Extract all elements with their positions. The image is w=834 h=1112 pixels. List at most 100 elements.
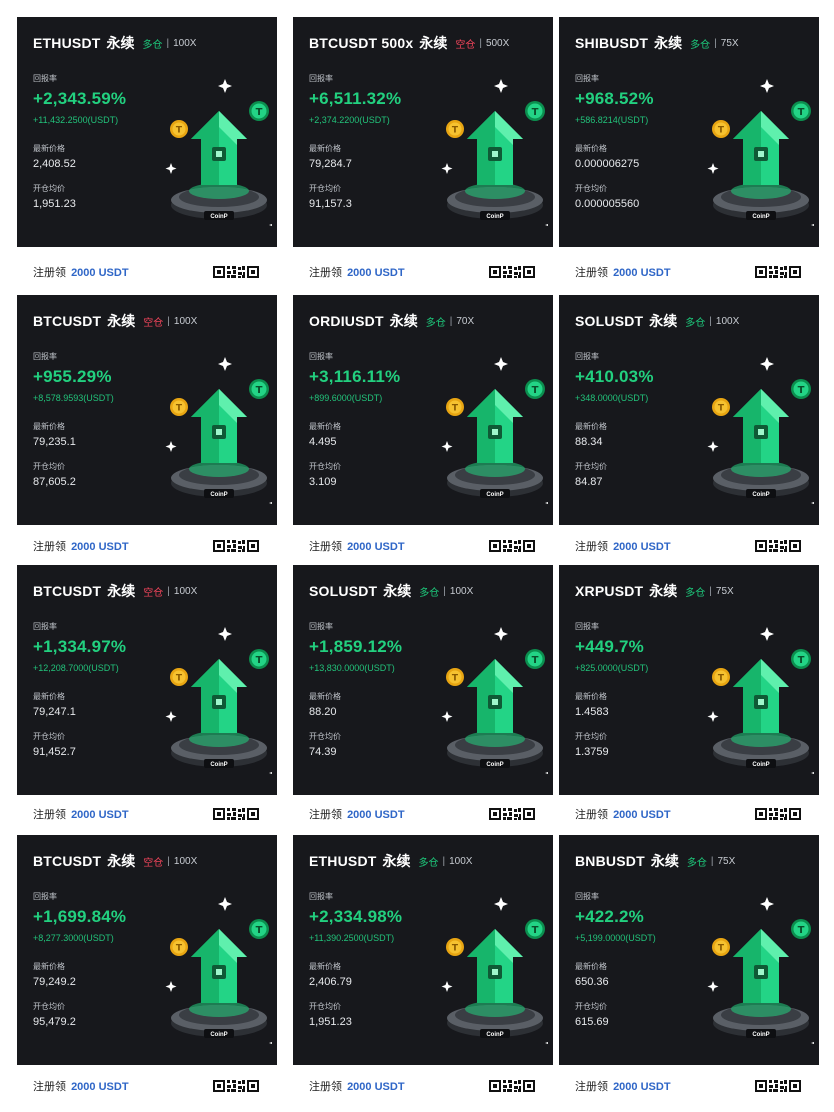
card-title-row: ETHUSDT 永续 多仓 | 100X <box>33 33 196 53</box>
qr-code-icon[interactable] <box>755 540 801 552</box>
position-share-card[interactable]: SOLUSDT 永续 多仓 | 100X 回报率 +410.03% +348.0… <box>559 295 819 553</box>
divider: | <box>709 585 712 597</box>
svg-text:T: T <box>532 655 539 666</box>
signup-promo[interactable]: 注册领 2000 USDT <box>309 806 405 822</box>
position-share-card[interactable]: XRPUSDT 永续 多仓 | 75X 回报率 +449.7% +825.000… <box>559 565 819 821</box>
promo-amount: 2000 USDT <box>613 267 671 279</box>
card-footer: 注册领 2000 USDT <box>17 1072 277 1100</box>
signup-promo[interactable]: 注册领 2000 USDT <box>33 1078 129 1094</box>
arrow-house <box>467 111 523 185</box>
position-side: 多仓 <box>690 39 711 51</box>
promo-amount: 2000 USDT <box>71 809 129 821</box>
coin-icon: T <box>249 919 269 939</box>
position-share-card[interactable]: BNBUSDT 永续 多仓 | 75X 回报率 +422.2% +5,199.0… <box>559 835 819 1093</box>
promo-text: 注册领 <box>575 809 608 821</box>
position-share-card[interactable]: ETHUSDT 永续 多仓 | 100X 回报率 +2,334.98% +11,… <box>293 835 553 1093</box>
signup-promo[interactable]: 注册领 2000 USDT <box>33 806 129 822</box>
roi-label: 回报率 <box>575 74 599 83</box>
divider: | <box>710 855 714 867</box>
arrow-trophy-illustration: T T CoinP <box>165 79 272 226</box>
sparkle-icon <box>545 224 548 226</box>
trading-pair: BTCUSDT 500x <box>309 35 414 51</box>
position-side: 空仓 <box>143 317 164 329</box>
divider: | <box>442 855 446 867</box>
card-footer: 注册领 2000 USDT <box>293 532 553 560</box>
qr-code-icon[interactable] <box>489 540 535 552</box>
leverage: 100X <box>173 37 197 49</box>
qr-code-icon[interactable] <box>755 808 801 820</box>
sparkle-icon <box>811 502 814 504</box>
signup-promo[interactable]: 注册领 2000 USDT <box>309 1078 405 1094</box>
signup-promo[interactable]: 注册领 2000 USDT <box>33 538 129 554</box>
qr-code-icon[interactable] <box>213 1080 259 1092</box>
trading-pair: ETHUSDT <box>309 853 377 869</box>
qr-code-icon[interactable] <box>213 266 259 278</box>
signup-promo[interactable]: 注册领 2000 USDT <box>309 538 405 554</box>
coin-icon: T <box>446 668 464 686</box>
trading-pair: ETHUSDT <box>33 35 101 51</box>
position-share-card[interactable]: BTCUSDT 500x 永续 空仓 | 500X 回报率 +6,511.32%… <box>293 17 553 279</box>
promo-amount: 2000 USDT <box>613 541 671 553</box>
card-title-row: XRPUSDT 永续 多仓 | 75X <box>575 581 734 601</box>
promo-text: 注册领 <box>309 541 342 553</box>
position-share-card[interactable]: SOLUSDT 永续 多仓 | 100X 回报率 +1,859.12% +13,… <box>293 565 553 821</box>
contract-type: 永续 <box>382 853 411 869</box>
position-share-card[interactable]: BTCUSDT 永续 空仓 | 100X 回报率 +1,699.84% +8,2… <box>17 835 277 1093</box>
qr-code-icon[interactable] <box>213 540 259 552</box>
svg-text:T: T <box>176 126 183 136</box>
position-share-card[interactable]: BTCUSDT 永续 空仓 | 100X 回报率 +955.29% +8,578… <box>17 295 277 553</box>
card-title-row: BTCUSDT 永续 空仓 | 100X <box>33 581 197 601</box>
sparkle-icon <box>707 711 719 722</box>
sparkle-icon <box>760 627 774 641</box>
avg-open-price-label: 开仓均价 <box>575 732 607 741</box>
pedestal: CoinP <box>447 731 543 768</box>
signup-promo[interactable]: 注册领 2000 USDT <box>575 1078 671 1094</box>
signup-promo[interactable]: 注册领 2000 USDT <box>33 264 129 280</box>
signup-promo[interactable]: 注册领 2000 USDT <box>575 806 671 822</box>
pedestal: CoinP <box>447 1001 543 1038</box>
position-share-card[interactable]: ETHUSDT 永续 多仓 | 100X 回报率 +2,343.59% +11,… <box>17 17 277 279</box>
position-share-card[interactable]: SHIBUSDT 永续 多仓 | 75X 回报率 +968.52% +586.8… <box>559 17 819 279</box>
qr-code-icon[interactable] <box>489 808 535 820</box>
arrow-house <box>733 111 789 185</box>
latest-price-label: 最新价格 <box>575 962 607 971</box>
latest-price-label: 最新价格 <box>309 962 341 971</box>
brand-logo: CoinP <box>486 214 503 220</box>
leverage: 100X <box>449 855 473 867</box>
leverage: 500X <box>485 37 510 49</box>
svg-text:T: T <box>532 385 539 396</box>
latest-price-value: 2,406.79 <box>309 976 352 988</box>
position-share-card[interactable]: BTCUSDT 永续 空仓 | 100X 回报率 +1,334.97% +12,… <box>17 565 277 821</box>
sparkle-icon <box>760 79 774 93</box>
brand-logo: CoinP <box>486 762 503 768</box>
card-title-row: BNBUSDT 永续 多仓 | 75X <box>575 851 735 871</box>
qr-code-icon[interactable] <box>489 1080 535 1092</box>
position-share-card[interactable]: ORDIUSDT 永续 多仓 | 70X 回报率 +3,116.11% +899… <box>293 295 553 553</box>
divider: | <box>449 315 453 327</box>
coin-icon: T <box>249 379 269 399</box>
qr-code-icon[interactable] <box>755 1080 801 1092</box>
svg-text:T: T <box>452 944 459 954</box>
pedestal: CoinP <box>713 1001 809 1038</box>
qr-code-icon[interactable] <box>489 266 535 278</box>
sparkle-icon <box>811 224 814 226</box>
qr-code-icon[interactable] <box>755 266 801 278</box>
card-footer: 注册领 2000 USDT <box>17 532 277 560</box>
card-footer: 注册领 2000 USDT <box>559 1072 819 1100</box>
card-title-row: BTCUSDT 永续 空仓 | 100X <box>33 851 197 871</box>
card-title-row: SOLUSDT 永续 多仓 | 100X <box>309 581 473 601</box>
pnl-value: +2,374.2200(USDT) <box>309 115 390 125</box>
signup-promo[interactable]: 注册领 2000 USDT <box>309 264 405 280</box>
coin-icon: T <box>791 379 811 399</box>
pnl-value: +825.0000(USDT) <box>575 663 649 673</box>
arrow-trophy-illustration: T T CoinP <box>707 357 814 504</box>
promo-amount: 2000 USDT <box>71 541 129 553</box>
avg-open-price-value: 84.87 <box>575 476 603 488</box>
promo-text: 注册领 <box>33 541 66 553</box>
signup-promo[interactable]: 注册领 2000 USDT <box>575 538 671 554</box>
qr-code-icon[interactable] <box>213 808 259 820</box>
avg-open-price-value: 91,452.7 <box>33 746 76 758</box>
signup-promo[interactable]: 注册领 2000 USDT <box>575 264 671 280</box>
svg-text:T: T <box>256 655 263 666</box>
svg-text:T: T <box>798 925 805 936</box>
